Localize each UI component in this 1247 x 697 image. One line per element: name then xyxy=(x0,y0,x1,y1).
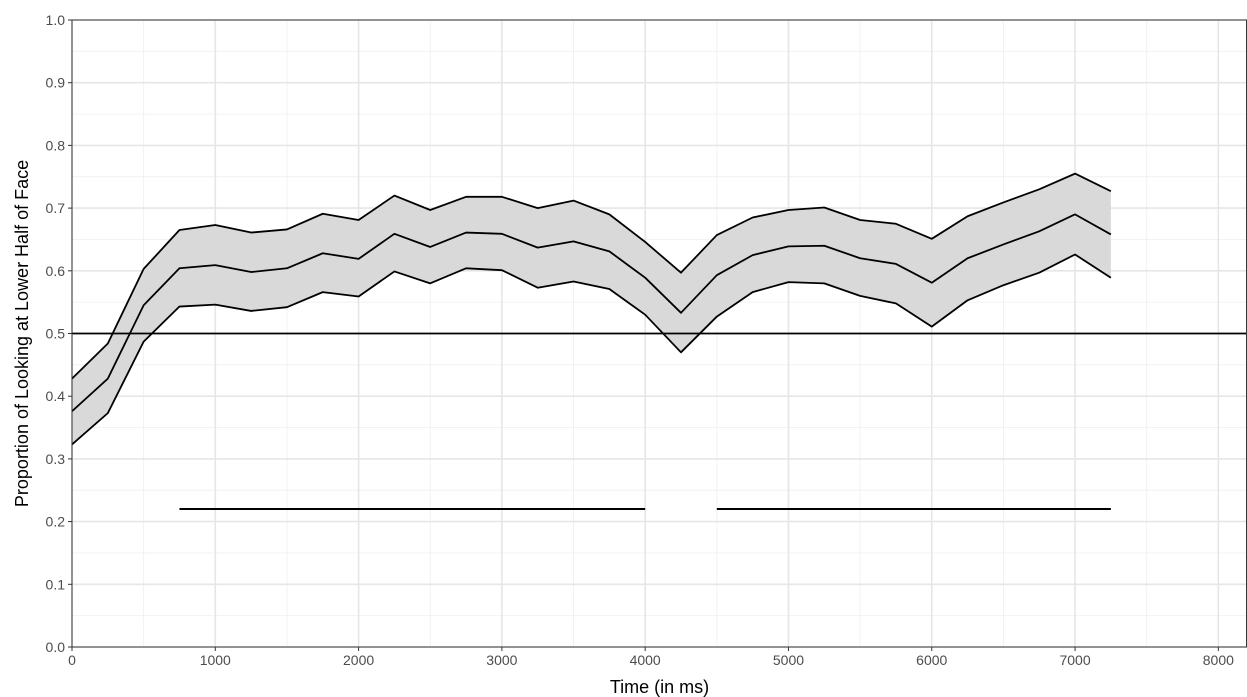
x-tick-label: 4000 xyxy=(630,652,661,668)
y-tick-label: 0.9 xyxy=(46,75,66,91)
x-tick-label: 3000 xyxy=(486,652,517,668)
confidence-band xyxy=(72,173,1111,445)
y-tick-label: 0.6 xyxy=(46,263,66,279)
y-tick-label: 0.3 xyxy=(46,451,66,467)
mean-line xyxy=(71,213,1112,412)
y-axis-title: Proportion of Looking at Lower Half of F… xyxy=(12,160,32,507)
y-tick-label: 1.0 xyxy=(46,12,66,28)
y-tick-label: 0.5 xyxy=(46,326,66,342)
confidence-band-layer xyxy=(72,173,1111,445)
y-tick-label: 0.4 xyxy=(46,388,66,404)
x-tick-label: 6000 xyxy=(916,652,947,668)
upper-bound-line xyxy=(71,172,1112,380)
y-tick-label: 0.2 xyxy=(46,514,66,530)
y-tick-label: 0.7 xyxy=(46,200,66,216)
y-tick-label: 0.1 xyxy=(46,576,66,592)
x-tick-label: 5000 xyxy=(773,652,804,668)
lower-bound-line xyxy=(71,253,1112,446)
y-tick-label: 0.0 xyxy=(46,639,66,655)
x-axis-title: Time (in ms) xyxy=(610,677,709,697)
series-line-layer xyxy=(71,172,1112,446)
x-tick-label: 1000 xyxy=(200,652,231,668)
x-tick-label: 0 xyxy=(68,652,76,668)
x-tick-label: 2000 xyxy=(343,652,374,668)
y-tick-label: 0.8 xyxy=(46,137,66,153)
axis-layer: 0 1000 2000 3000 4000 5000 6000 7000 8000 0.0 0.1 0… xyxy=(46,12,1247,668)
x-tick-label: 7000 xyxy=(1059,652,1090,668)
x-tick-label: 8000 xyxy=(1203,652,1234,668)
